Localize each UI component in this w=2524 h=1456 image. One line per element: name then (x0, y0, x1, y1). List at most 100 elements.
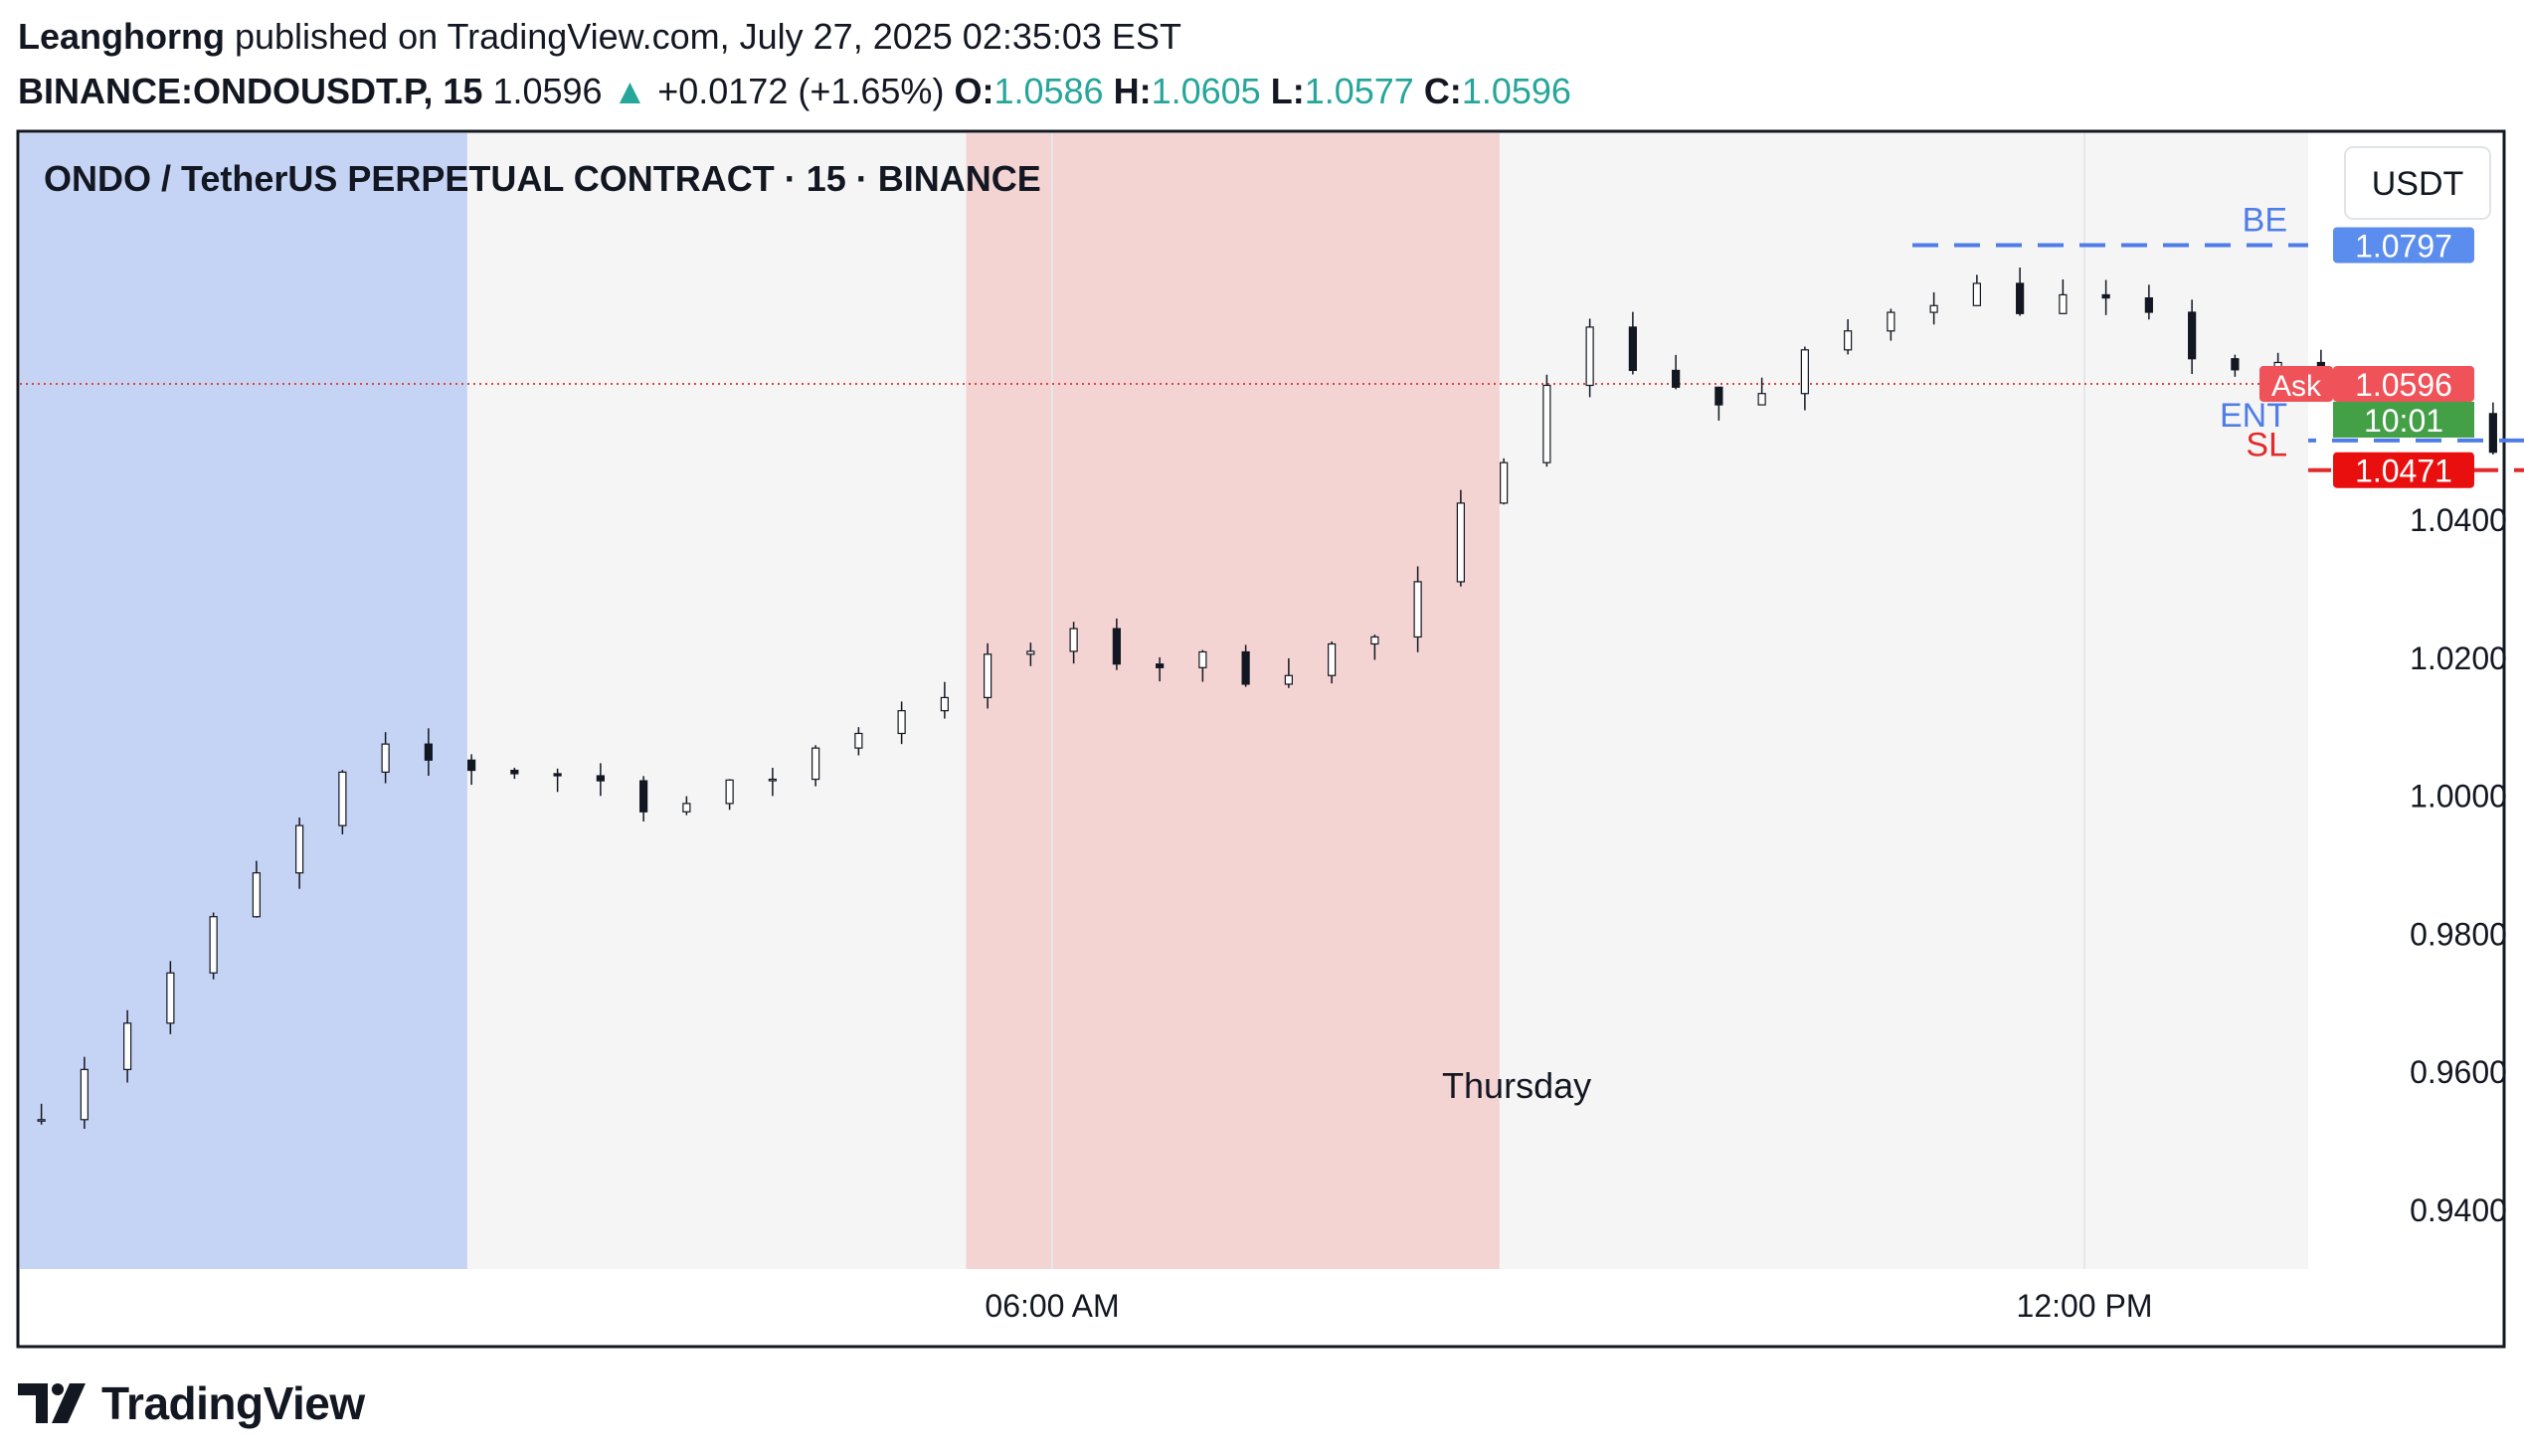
ask-label-bg (2259, 365, 2333, 402)
candle-body (1929, 304, 1938, 313)
publish-line: Leanghorng published on TradingView.com,… (18, 8, 2504, 66)
candle-body (2488, 413, 2497, 454)
session-band (966, 133, 1500, 1269)
candle-body (80, 1068, 89, 1121)
candle-body (639, 780, 648, 813)
candle-body (1585, 326, 1594, 387)
candle-body (1328, 642, 1337, 676)
candle-body (295, 824, 304, 874)
candle-body (1628, 326, 1637, 372)
candle-body (1972, 282, 1981, 306)
tradingview-logo[interactable]: TradingView (18, 1375, 365, 1431)
y-tick-label: 1.0000 (2410, 779, 2507, 815)
session-band (20, 133, 467, 1269)
candle-body (2016, 282, 2025, 314)
candle-body (1413, 581, 1422, 638)
candle-body (2101, 293, 2110, 299)
candle-body (1757, 393, 1766, 406)
vertical-gridlines (1051, 133, 2085, 1269)
candle-body (510, 769, 519, 775)
close-value: 1.0596 (1461, 71, 1571, 111)
candle-body (768, 778, 777, 782)
candle-body (1241, 650, 1250, 685)
candle-body (209, 916, 218, 974)
candle-body (1456, 502, 1465, 583)
level-label: BE (2243, 201, 2287, 239)
y-tick-label: 0.9800 (2410, 916, 2507, 952)
high-value: 1.0605 (1151, 71, 1261, 111)
x-tick-label: 12:00 PM (2017, 1288, 2153, 1324)
candle-body (1500, 461, 1509, 504)
currency-button[interactable]: USDT (2344, 146, 2491, 220)
candle-body (467, 759, 476, 772)
y-tick-label: 0.9600 (2410, 1054, 2507, 1090)
tradingview-logo-icon (18, 1383, 86, 1423)
sl-price-tag: 1.0471 (2355, 454, 2452, 489)
last-price: 1.0596 (492, 71, 603, 111)
ask-price-tag-bg (2333, 365, 2474, 402)
candle-body (2144, 296, 2153, 313)
sl-price-tag-bg (2333, 452, 2474, 488)
candle-body (682, 803, 691, 813)
candle-body (338, 771, 347, 826)
up-triangle-icon: ▲ (612, 71, 648, 111)
candle-body (123, 1022, 132, 1070)
candle-body (1714, 386, 1723, 406)
candles (37, 267, 2497, 1130)
candle-body (1112, 628, 1121, 665)
candle-body (1672, 369, 1681, 388)
candle-body (1026, 650, 1035, 655)
candle-body (1069, 628, 1078, 652)
level-label: SL (2246, 427, 2287, 464)
candle-body (811, 747, 820, 781)
be-price-tag: 1.0797 (2355, 228, 2452, 264)
publish-info: published on TradingView.com, July 27, 2… (224, 16, 1181, 57)
candle-body (1284, 674, 1293, 685)
candle-body (1370, 636, 1379, 645)
candle-body (2231, 358, 2240, 371)
author-name[interactable]: Leanghorng (18, 16, 225, 57)
candle-body (1887, 311, 1895, 332)
day-label: Thursday (1442, 1065, 1591, 1106)
candle-body (381, 743, 390, 773)
candle-body (37, 1119, 46, 1122)
session-bands (20, 133, 1500, 1269)
candle-body (725, 779, 734, 805)
chart-title: ONDO / TetherUS PERPETUAL CONTRACT · 15 … (44, 158, 1041, 199)
candle-body (1844, 330, 1853, 351)
symbol-line: BINANCE:ONDOUSDT.P, 15 1.0596 ▲ +0.0172 … (18, 66, 2504, 117)
tradingview-brand: TradingView (101, 1377, 365, 1429)
open-label: O: (954, 71, 994, 111)
y-axis[interactable]: 1.0400 1.0200 1.0000 0.9800 0.9600 0.9400 1.07… (2259, 227, 2507, 1228)
ask-label: Ask (2271, 370, 2322, 403)
chart-header: Leanghorng published on TradingView.com,… (18, 8, 2504, 117)
candle-body (1542, 384, 1551, 463)
level-label: ENT (2220, 397, 2287, 435)
x-tick-label: 06:00 AM (985, 1288, 1119, 1324)
candle-body (940, 696, 949, 712)
countdown-bg (2333, 401, 2474, 438)
candle-body (984, 653, 992, 699)
candle-body (424, 743, 433, 761)
symbol-name[interactable]: BINANCE:ONDOUSDT.P, 15 (18, 71, 483, 111)
close-label: C: (1423, 71, 1462, 111)
candle-body (553, 773, 562, 777)
y-tick-label: 1.0400 (2410, 502, 2507, 538)
candle-body (252, 872, 261, 918)
high-label: H: (1113, 71, 1152, 111)
candle-body (897, 710, 906, 735)
y-tick-label: 1.0200 (2410, 640, 2507, 676)
open-value: 1.0586 (993, 71, 1104, 111)
y-tick-label: 0.9400 (2410, 1192, 2507, 1228)
price-change: +0.0172 (+1.65%) (657, 71, 945, 111)
candle-body (854, 732, 863, 749)
candle-body (166, 972, 175, 1024)
low-label: L: (1270, 71, 1305, 111)
candle-body (596, 775, 605, 782)
currency-label: USDT (2372, 165, 2464, 203)
be-price-tag-bg (2333, 227, 2474, 264)
ask-price-tag: 1.0596 (2355, 367, 2452, 403)
